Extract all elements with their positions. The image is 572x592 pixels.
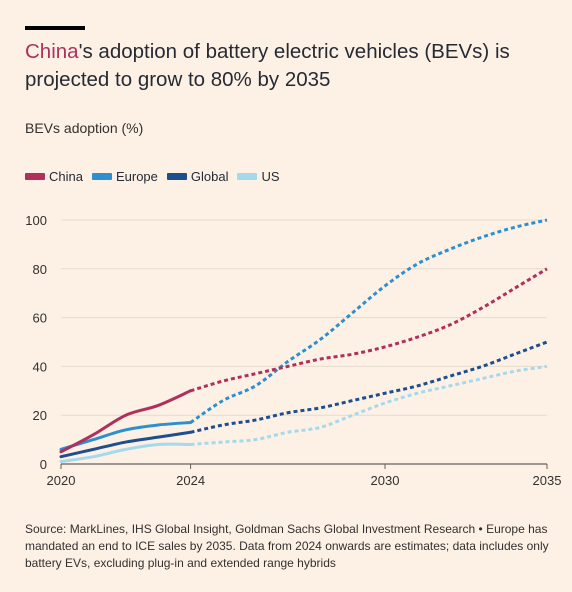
y-tick-label-20: 20 <box>33 408 47 423</box>
legend-label-global: Global <box>190 169 229 184</box>
legend-swatch-china <box>25 173 45 180</box>
x-tick-label-2024: 2024 <box>176 473 205 488</box>
x-tick-label-2020: 2020 <box>47 473 76 488</box>
series-us-estimate-line <box>190 364 548 446</box>
title-rest: 's adoption of battery electric vehicles… <box>25 40 510 91</box>
series-europe-estimate-line <box>189 218 548 424</box>
y-tick-label-40: 40 <box>33 359 47 374</box>
series-europe-actual-line <box>59 421 193 451</box>
y-tick-label-80: 80 <box>33 262 47 277</box>
line-chart: 0 20 40 60 80 100 2020 2024 2030 2035 <box>25 213 562 488</box>
y-tick-label-60: 60 <box>33 311 47 326</box>
series-global-actual-line <box>59 430 193 459</box>
series-china-actual-line <box>59 389 193 454</box>
legend: China Europe Global US <box>25 169 289 184</box>
legend-swatch-europe <box>91 173 112 180</box>
series-global-estimate-line <box>190 340 548 434</box>
legend-item-global: Global <box>166 169 229 184</box>
legend-item-us: US <box>237 169 280 184</box>
x-tick-label-2030: 2030 <box>371 473 400 488</box>
legend-swatch-global <box>166 173 187 180</box>
legend-label-china: China <box>49 169 83 184</box>
legend-item-china: China <box>25 169 83 184</box>
y-tick-label-0: 0 <box>40 457 47 472</box>
legend-label-us: US <box>261 169 280 184</box>
source-note: Source: MarkLines, IHS Global Insight, G… <box>25 522 549 570</box>
series-us-actual-line <box>59 442 193 464</box>
x-tick-label-2035: 2035 <box>533 473 562 488</box>
chart-title: China's adoption of battery electric veh… <box>25 38 555 94</box>
title-highlight: China <box>25 40 79 63</box>
series-china-estimate-line <box>190 267 548 393</box>
legend-item-europe: Europe <box>91 169 158 184</box>
legend-label-europe: Europe <box>115 169 158 184</box>
header-bar <box>25 26 85 30</box>
y-tick-label-100: 100 <box>25 213 47 228</box>
legend-swatch-us <box>237 173 258 180</box>
chart-subtitle: BEVs adoption (%) <box>25 120 144 136</box>
